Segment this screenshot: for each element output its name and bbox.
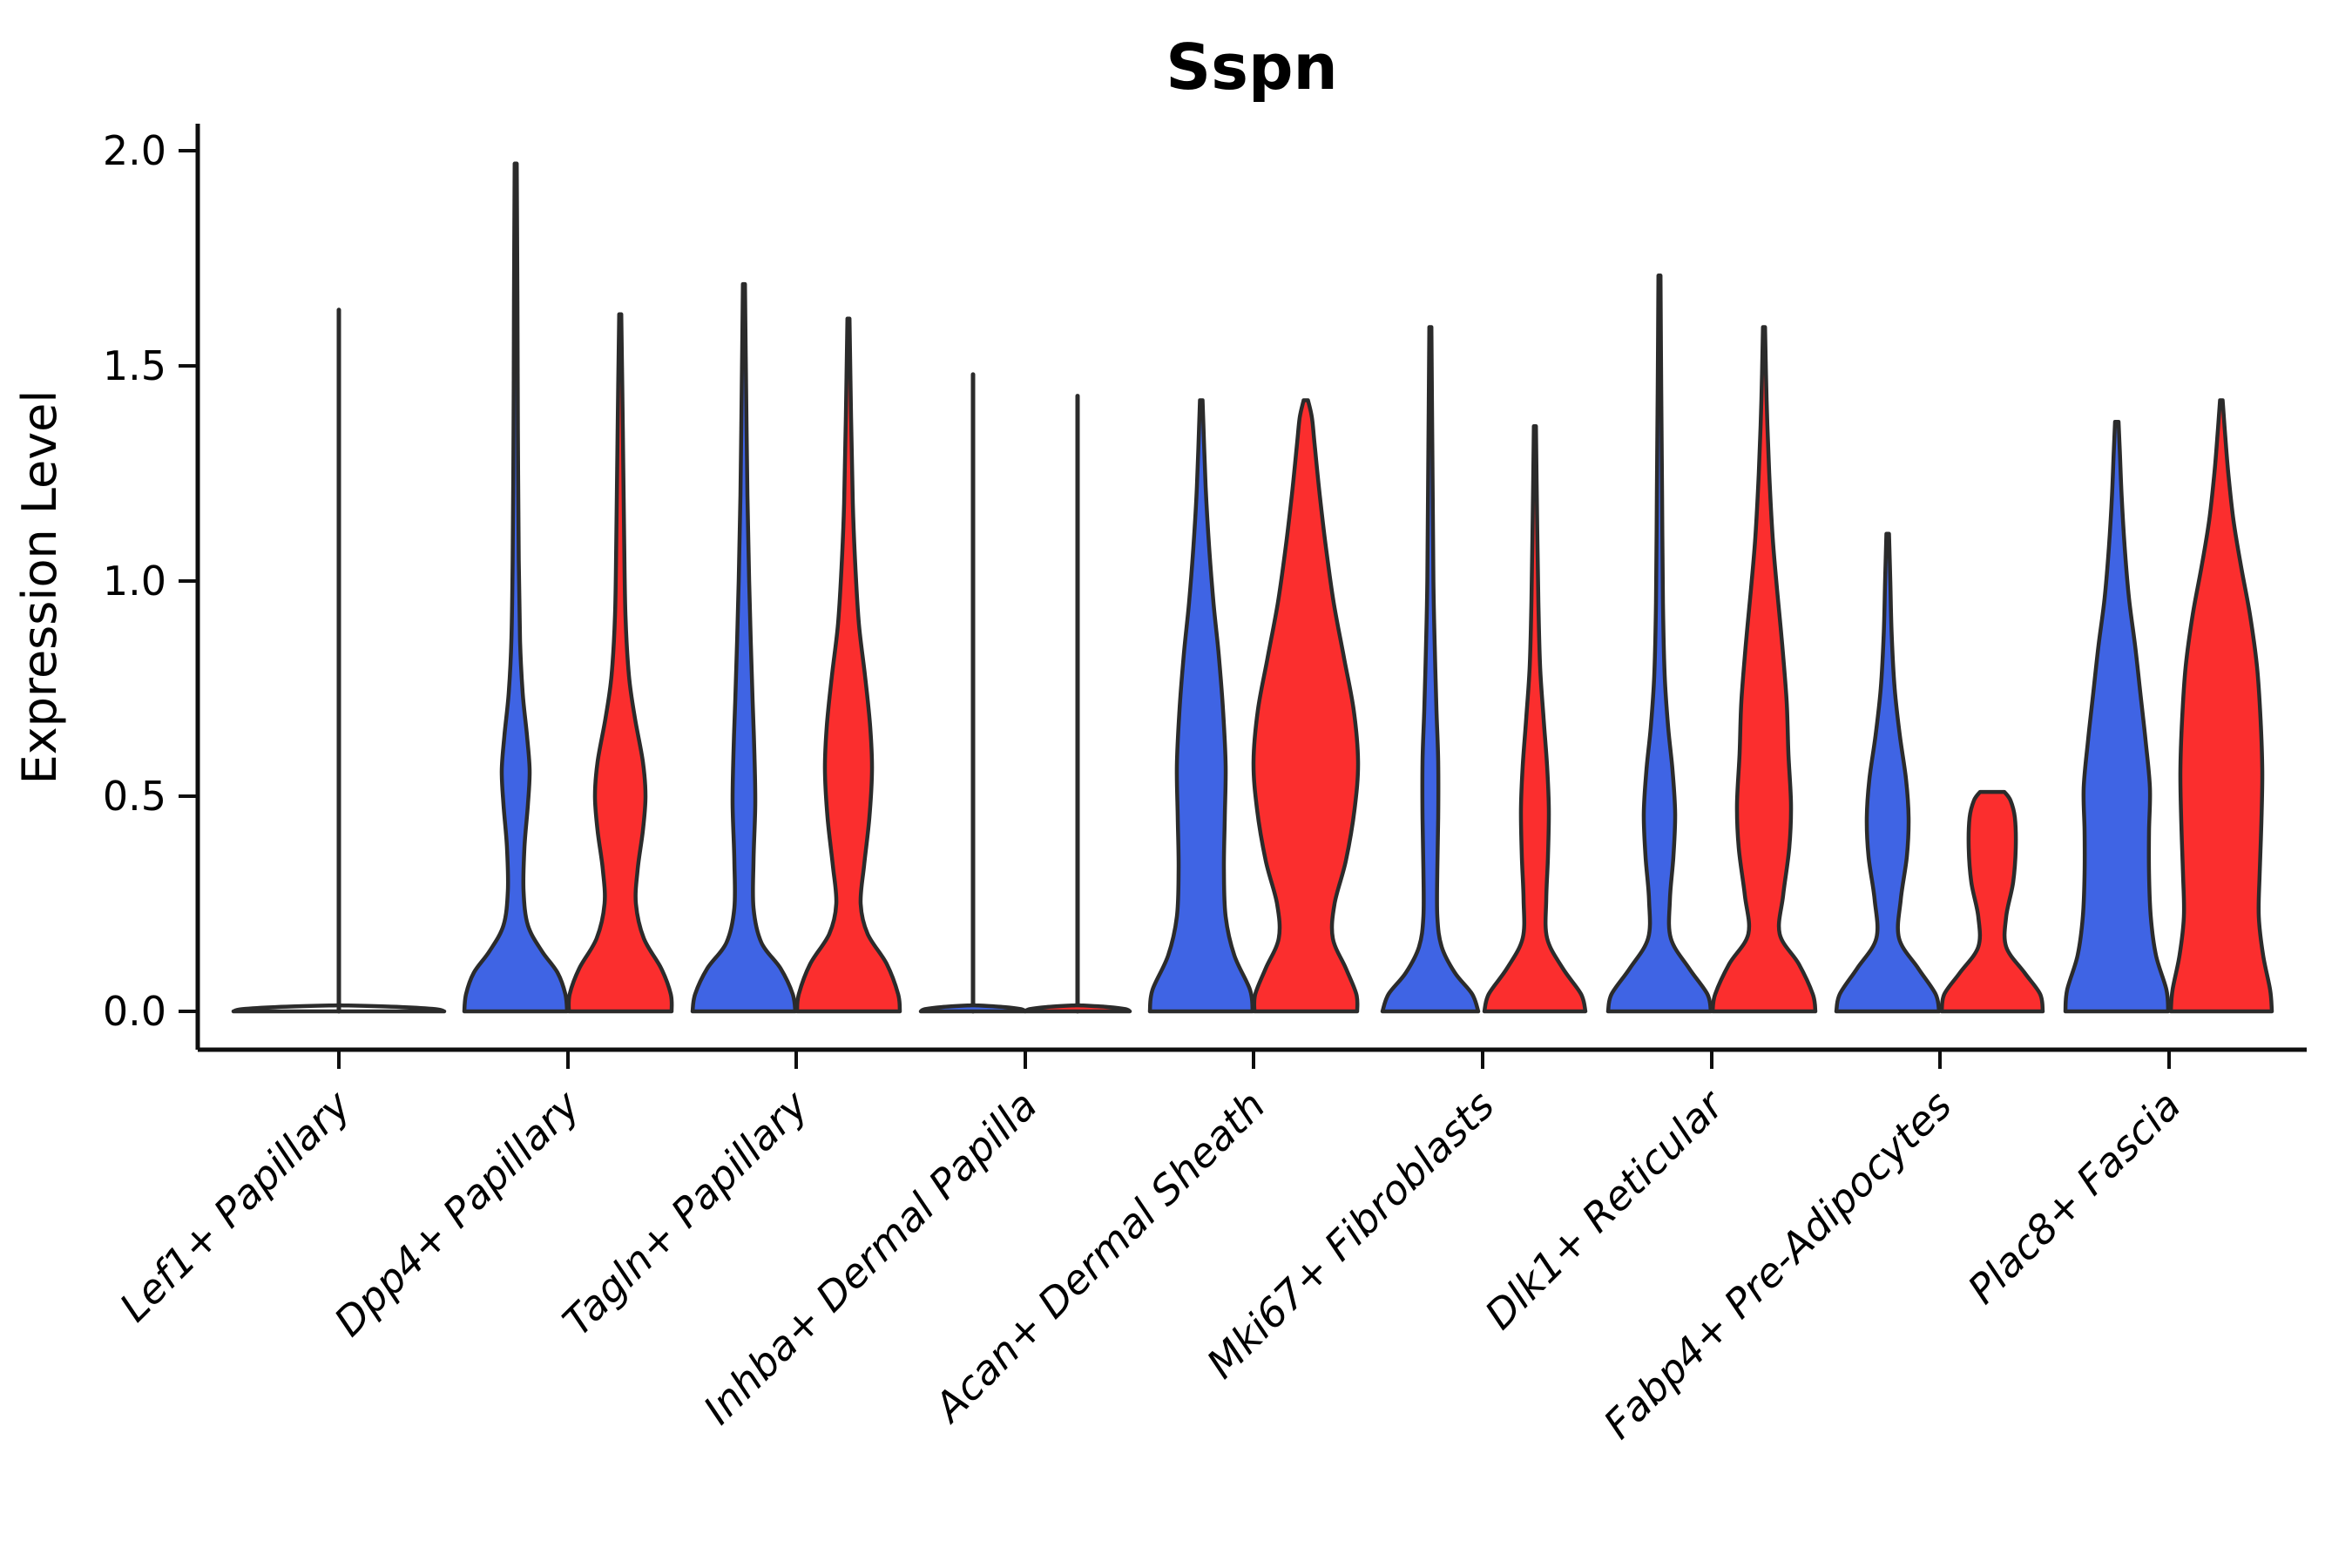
x-tick-label: Dlk1+ Reticular	[1476, 1079, 1734, 1338]
y-tick-label: 1.0	[103, 558, 166, 605]
y-tick-label: 2.0	[103, 127, 166, 174]
y-tick-label: 1.5	[103, 342, 166, 389]
violin-mki67-red	[1482, 423, 1588, 1014]
violin-inhba-blue	[918, 1003, 1028, 1014]
violin-lef1-none	[231, 1003, 447, 1014]
violin-mki67-blue	[1380, 325, 1481, 1014]
x-tick-label: Dpp4+ Papillary	[325, 1081, 589, 1345]
violin-tagln-blue	[690, 281, 798, 1014]
chart-title: Sspn	[1166, 30, 1338, 104]
violin-fabp4-blue	[1834, 531, 1942, 1014]
violin-plac8-blue	[2063, 419, 2171, 1014]
violin-inhba-red	[1023, 1003, 1132, 1014]
violin-plac8-red	[2168, 398, 2274, 1014]
violin-dpp4-red	[566, 312, 674, 1014]
violin-dlk1-blue	[1605, 274, 1713, 1014]
violin-acan-red	[1251, 398, 1361, 1014]
y-tick-label: 0.5	[103, 773, 166, 820]
violin-acan-blue	[1147, 398, 1255, 1014]
violin-dlk1-red	[1710, 325, 1818, 1014]
y-axis-label: Expression Level	[12, 390, 67, 785]
y-tick-label: 0.0	[103, 988, 166, 1035]
x-tick-label: Tagln+ Papillary	[553, 1081, 817, 1345]
axes	[179, 124, 2307, 1069]
x-tick-label: Lef1+ Papillary	[111, 1081, 360, 1330]
violin-fabp4-red	[1939, 789, 2045, 1014]
violin-tagln-red	[794, 316, 902, 1014]
x-tick-label: Plac8+ Fascia	[1958, 1082, 2189, 1313]
violin-series	[231, 161, 2274, 1014]
violin-dpp4-blue	[462, 161, 570, 1014]
